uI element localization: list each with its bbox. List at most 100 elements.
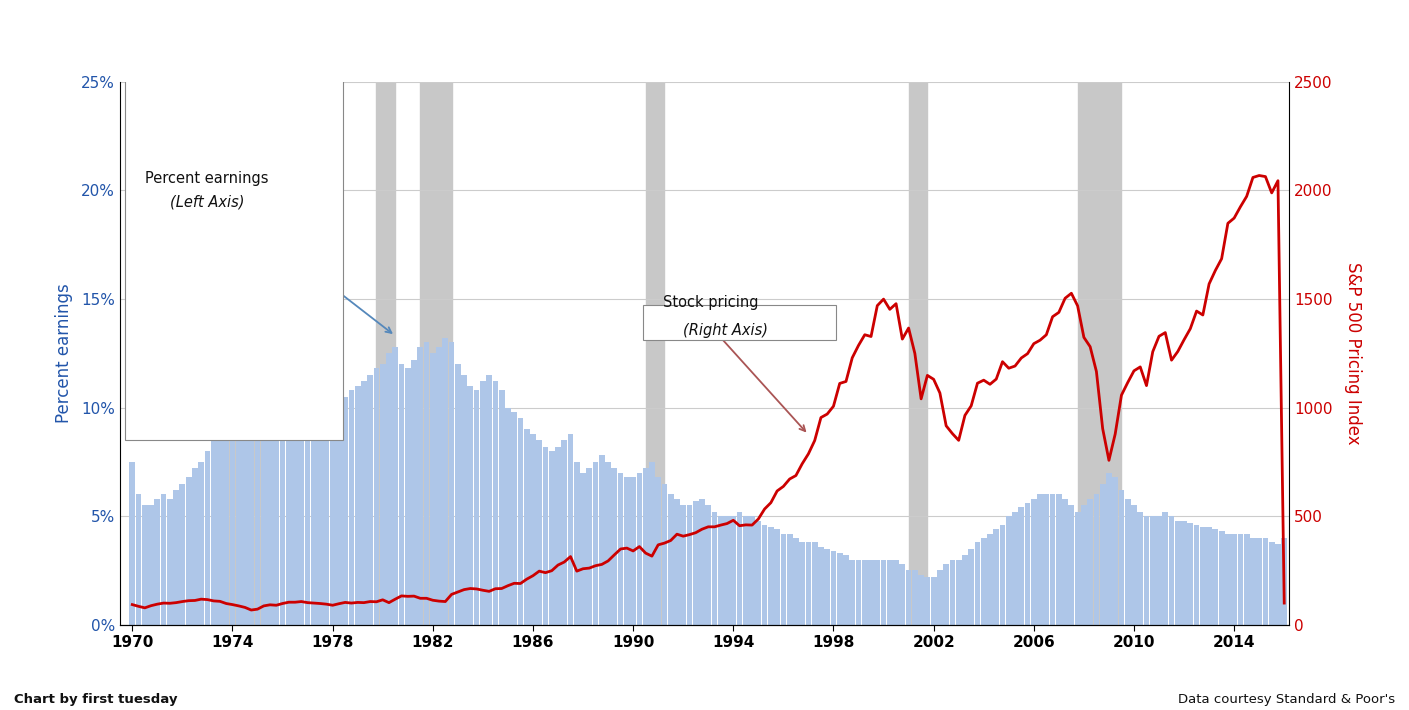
Text: Stock pricing: Stock pricing (664, 295, 758, 310)
Bar (630, 477, 635, 625)
Bar (386, 354, 392, 625)
Bar (268, 430, 273, 625)
Bar (1124, 499, 1130, 625)
Bar (855, 559, 861, 625)
Bar (348, 391, 354, 625)
Bar (693, 501, 699, 625)
Bar (537, 440, 542, 625)
Bar (199, 462, 204, 625)
Bar (1213, 529, 1219, 625)
Bar (399, 364, 404, 625)
Bar (223, 418, 230, 625)
Bar (1262, 538, 1268, 625)
Bar (555, 447, 561, 625)
Bar (750, 516, 755, 625)
Bar (968, 549, 974, 625)
Bar (437, 346, 442, 625)
Bar (943, 564, 950, 625)
Bar (404, 368, 410, 625)
Bar (1281, 538, 1286, 625)
Bar (1037, 494, 1043, 625)
Text: (Left Axis): (Left Axis) (170, 195, 244, 210)
Bar (1019, 508, 1024, 625)
Bar (211, 440, 217, 625)
Bar (1050, 494, 1055, 625)
Bar (1200, 527, 1206, 625)
Bar (686, 506, 692, 625)
Bar (1144, 516, 1150, 625)
Bar (248, 310, 254, 625)
Bar (645, 82, 665, 625)
Bar (1093, 494, 1099, 625)
Bar (774, 529, 781, 625)
Text: Data courtesy Standard & Poor's: Data courtesy Standard & Poor's (1178, 694, 1395, 706)
Bar (931, 577, 937, 625)
Bar (1237, 533, 1243, 625)
Bar (593, 462, 599, 625)
Bar (504, 408, 511, 625)
Bar (799, 542, 805, 625)
Bar (311, 434, 317, 625)
Bar (279, 430, 286, 625)
Bar (755, 520, 761, 625)
Bar (1162, 512, 1168, 625)
Bar (899, 564, 905, 625)
Bar (681, 506, 686, 625)
Bar (1206, 527, 1212, 625)
Bar (217, 430, 223, 625)
Bar (850, 559, 855, 625)
Bar (643, 469, 648, 625)
Bar (706, 506, 712, 625)
Bar (886, 559, 893, 625)
Bar (719, 516, 724, 625)
Bar (862, 559, 868, 625)
Bar (430, 354, 435, 625)
Bar (1175, 520, 1181, 625)
Bar (781, 533, 786, 625)
Bar (1081, 506, 1086, 625)
Bar (468, 386, 473, 625)
Bar (655, 477, 661, 625)
Bar (624, 477, 630, 625)
Bar (1219, 531, 1224, 625)
Bar (186, 477, 192, 625)
Bar (442, 338, 448, 625)
Bar (662, 484, 668, 625)
Bar (148, 506, 154, 625)
Bar (981, 538, 986, 625)
Bar (793, 538, 799, 625)
Bar (455, 364, 461, 625)
Bar (204, 451, 210, 625)
Bar (227, 82, 263, 625)
Bar (192, 469, 197, 625)
Bar (912, 571, 917, 625)
Bar (424, 342, 430, 625)
Bar (1231, 533, 1237, 625)
Bar (1100, 484, 1106, 625)
Bar (499, 391, 504, 625)
Bar (988, 533, 993, 625)
Bar (699, 499, 704, 625)
Bar (1224, 533, 1230, 625)
Bar (573, 462, 579, 625)
Bar (1119, 490, 1124, 625)
Bar (1270, 542, 1275, 625)
Bar (1075, 512, 1081, 625)
Bar (168, 499, 173, 625)
Bar (650, 462, 655, 625)
Bar (881, 559, 886, 625)
Bar (737, 512, 743, 625)
Bar (1055, 494, 1062, 625)
Bar (909, 82, 927, 625)
Bar (837, 553, 843, 625)
Bar (1257, 538, 1262, 625)
Text: (Left Axis): (Left Axis) (170, 195, 244, 210)
Bar (420, 82, 451, 625)
Bar (868, 559, 874, 625)
Bar (373, 368, 379, 625)
Bar (762, 525, 768, 625)
Bar (380, 364, 386, 625)
Bar (1181, 520, 1186, 625)
Bar (1031, 499, 1037, 625)
Bar (612, 469, 617, 625)
